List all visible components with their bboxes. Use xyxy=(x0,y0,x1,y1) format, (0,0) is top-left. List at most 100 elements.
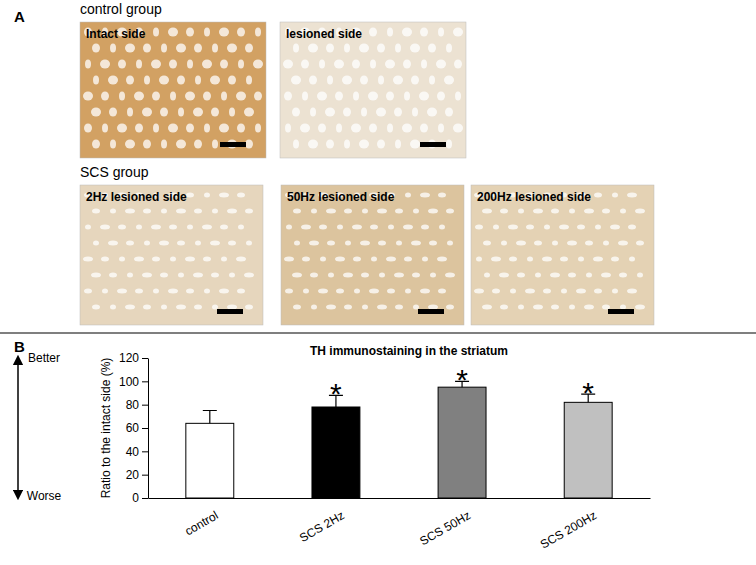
tick-mark xyxy=(142,451,148,452)
texture xyxy=(353,257,361,262)
texture xyxy=(212,44,218,53)
texture xyxy=(393,76,403,85)
texture xyxy=(387,28,393,37)
tick-label: SCS 200Hz xyxy=(538,508,599,551)
texture xyxy=(395,305,403,310)
texture xyxy=(576,289,586,294)
texture xyxy=(219,124,229,133)
texture xyxy=(369,289,379,294)
texture xyxy=(561,289,567,294)
texture xyxy=(110,140,116,149)
texture xyxy=(326,140,334,149)
texture xyxy=(336,124,342,133)
tick-label: SCS 2Hz xyxy=(297,508,347,545)
texture xyxy=(117,124,127,133)
texture xyxy=(245,140,253,149)
texture xyxy=(246,241,252,246)
texture xyxy=(446,44,452,53)
texture xyxy=(151,60,161,69)
direction-label: Better xyxy=(28,351,60,365)
texture xyxy=(501,241,507,246)
texture xyxy=(439,225,445,230)
texture xyxy=(170,92,176,101)
tick-label: 80 xyxy=(126,398,140,412)
texture xyxy=(292,108,300,117)
texture xyxy=(309,76,317,85)
texture xyxy=(445,108,453,117)
texture xyxy=(186,289,194,294)
texture xyxy=(284,92,292,101)
texture xyxy=(92,305,100,310)
texture xyxy=(475,225,483,230)
texture xyxy=(153,28,159,37)
texture xyxy=(92,44,100,53)
texture xyxy=(283,60,293,69)
texture xyxy=(100,60,110,69)
texture xyxy=(410,140,420,149)
texture xyxy=(594,289,602,294)
texture xyxy=(482,305,492,310)
texture xyxy=(335,92,343,101)
texture xyxy=(395,209,403,214)
texture xyxy=(577,225,585,230)
texture xyxy=(110,209,116,214)
error-bar xyxy=(203,411,217,424)
texture xyxy=(518,305,524,310)
texture xyxy=(178,273,184,278)
texture xyxy=(244,108,254,117)
texture xyxy=(102,289,108,294)
texture xyxy=(437,257,447,262)
texture xyxy=(454,60,462,69)
texture xyxy=(411,241,421,246)
scale-bar xyxy=(217,309,243,314)
texture xyxy=(325,108,335,117)
texture xyxy=(509,257,517,262)
image-area xyxy=(281,185,464,325)
texture xyxy=(438,193,446,198)
texture xyxy=(227,44,237,53)
texture xyxy=(168,124,178,133)
texture xyxy=(284,257,294,262)
texture xyxy=(109,108,117,117)
texture xyxy=(245,209,253,214)
texture xyxy=(394,108,402,117)
texture xyxy=(318,124,326,133)
texture xyxy=(244,273,254,278)
texture xyxy=(186,124,194,133)
scale-bar xyxy=(220,142,246,147)
texture xyxy=(117,289,127,294)
x-axis: controlSCS 2HzSCS 50HzSCS 200Hz xyxy=(149,498,651,552)
texture xyxy=(161,209,167,214)
image-label: Intact side xyxy=(86,27,146,41)
texture xyxy=(311,305,317,310)
scale-bar xyxy=(418,309,444,314)
tick-label: 40 xyxy=(126,445,140,459)
texture xyxy=(118,60,126,69)
texture xyxy=(160,273,168,278)
texture xyxy=(516,241,526,246)
texture xyxy=(352,60,360,69)
tick: 120 xyxy=(119,351,148,365)
texture xyxy=(320,257,326,262)
texture xyxy=(301,225,311,230)
texture xyxy=(237,193,245,198)
texture xyxy=(135,124,143,133)
texture xyxy=(354,289,360,294)
texture xyxy=(611,257,619,262)
texture xyxy=(533,209,543,214)
texture xyxy=(285,289,293,294)
texture xyxy=(412,273,420,278)
texture xyxy=(627,289,637,294)
texture xyxy=(361,108,367,117)
texture xyxy=(118,225,126,230)
texture xyxy=(428,209,438,214)
texture xyxy=(326,209,336,214)
tick-mark xyxy=(142,428,148,429)
texture xyxy=(455,92,461,101)
texture xyxy=(420,289,430,294)
texture xyxy=(584,209,594,214)
texture xyxy=(84,289,92,294)
texture xyxy=(178,108,184,117)
texture xyxy=(405,193,411,198)
texture xyxy=(220,60,228,69)
